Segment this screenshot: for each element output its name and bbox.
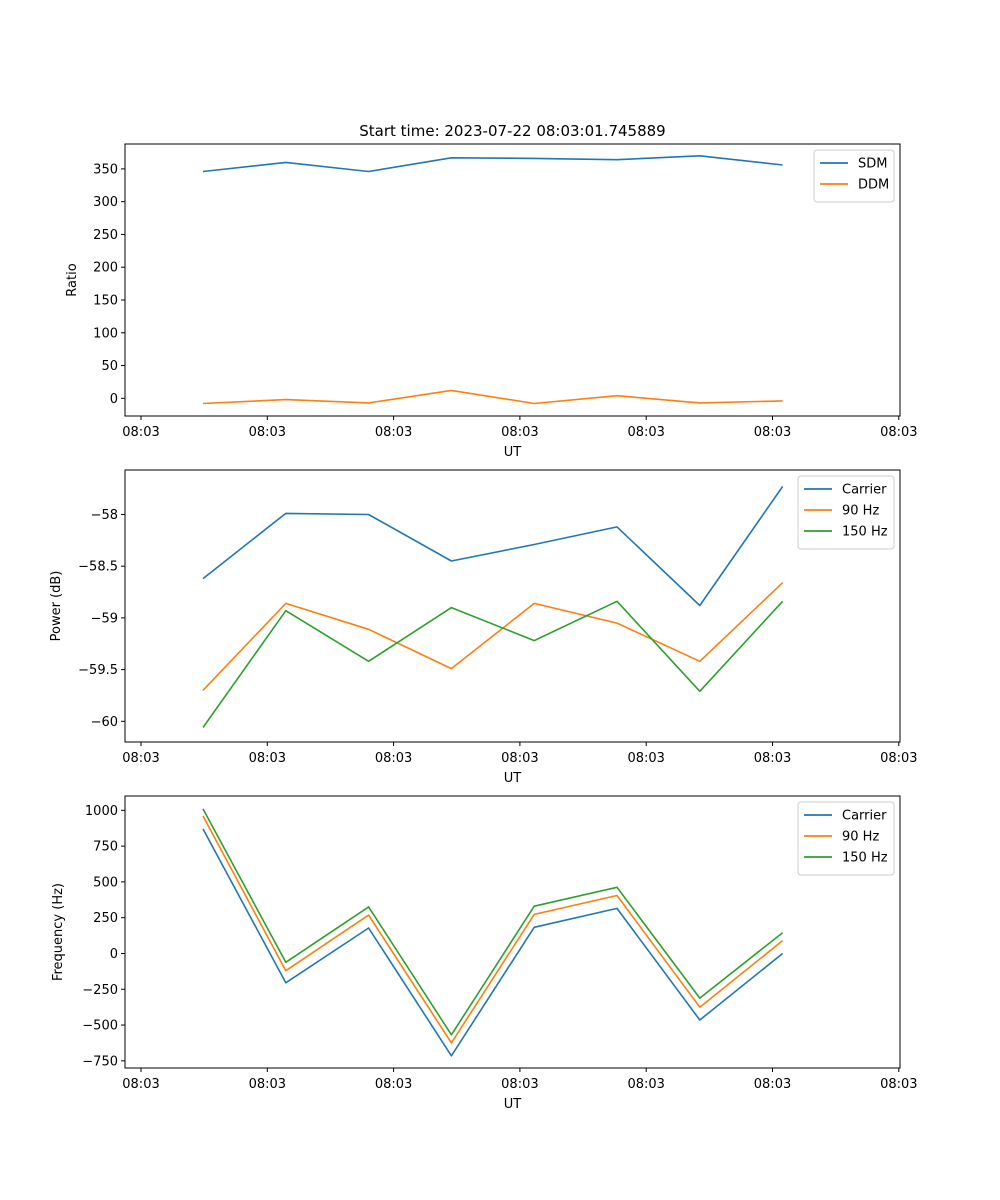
y-tick-label: 100: [93, 326, 118, 341]
legend-label: 90 Hz: [842, 830, 879, 845]
x-tick-label: 08:03: [122, 751, 159, 766]
x-axis-label: UT: [504, 771, 522, 786]
legend-label: DDM: [858, 178, 889, 193]
y-tick-label: 250: [93, 228, 118, 243]
x-tick-label: 08:03: [627, 751, 664, 766]
power-panel: −60 −59.5 −59 −58.5 −58 08:03 08:03 08:03 08:03…: [49, 469, 918, 786]
x-tick-label: 08:03: [880, 425, 917, 440]
y-tick-label: 0: [110, 392, 118, 407]
y-tick-label: 250: [93, 911, 118, 926]
y-tick-label: −750: [82, 1054, 118, 1069]
plot-area: [124, 143, 901, 417]
y-tick-label: 150: [93, 293, 118, 308]
series-line-sdm: [202, 155, 783, 173]
y-tick-label: −60: [91, 715, 118, 730]
y-tick-label: 350: [93, 162, 118, 177]
legend-label: 150 Hz: [842, 525, 888, 540]
y-axis: 0 50 100 150 200 250 300 350: [93, 162, 125, 407]
y-tick-label: −58.5: [78, 560, 118, 575]
x-tick-label: 08:03: [754, 425, 791, 440]
frequency-panel: −750 −500 −250 0 250 500 750 1000 08:03 08:03 08:…: [51, 795, 918, 1112]
x-tick-label: 08:03: [501, 751, 538, 766]
y-tick-label: −59: [91, 611, 118, 626]
x-tick-label: 08:03: [754, 751, 791, 766]
series-line-ddm: [202, 389, 783, 405]
x-tick-label: 08:03: [880, 1077, 917, 1092]
series-lines: [202, 155, 783, 405]
x-tick-label: 08:03: [627, 425, 664, 440]
y-tick-label: −500: [82, 1019, 118, 1034]
series-line-carrier: [202, 828, 784, 1057]
y-axis-label: Frequency (Hz): [51, 883, 66, 981]
y-axis-label: Power (dB): [49, 571, 64, 642]
x-tick-label: 08:03: [249, 425, 286, 440]
y-tick-label: −250: [82, 983, 118, 998]
legend: Carrier 90 Hz 150 Hz: [797, 475, 895, 550]
x-axis-label: UT: [504, 1097, 522, 1112]
legend-label: Carrier: [842, 809, 887, 824]
y-tick-label: 0: [110, 947, 118, 962]
x-tick-label: 08:03: [501, 1077, 538, 1092]
series-line-90-hz: [202, 815, 784, 1044]
plot-area: [124, 795, 901, 1069]
ratio-panel: Start time: 2023-07-22 08:03:01.745889 0…: [65, 122, 918, 460]
y-tick-label: 750: [93, 840, 118, 855]
legend-label: Carrier: [842, 483, 887, 498]
x-tick-label: 08:03: [249, 751, 286, 766]
y-axis: −750 −500 −250 0 250 500 750 1000: [82, 804, 125, 1069]
x-tick-label: 08:03: [375, 1077, 412, 1092]
series-lines: [202, 486, 784, 728]
series-lines: [202, 808, 784, 1057]
y-tick-label: −58: [91, 508, 118, 523]
legend-label: 90 Hz: [842, 504, 879, 519]
legend-label: 150 Hz: [842, 851, 888, 866]
x-tick-label: 08:03: [375, 425, 412, 440]
legend: Carrier 90 Hz 150 Hz: [797, 801, 895, 876]
y-tick-label: 50: [101, 359, 118, 374]
y-tick-label: −59.5: [78, 663, 118, 678]
x-tick-label: 08:03: [249, 1077, 286, 1092]
y-axis-label: Ratio: [65, 263, 80, 296]
y-tick-label: 300: [93, 195, 118, 210]
y-tick-label: 200: [93, 261, 118, 276]
x-tick-label: 08:03: [375, 751, 412, 766]
y-tick-label: 500: [93, 875, 118, 890]
x-tick-label: 08:03: [122, 1077, 159, 1092]
y-tick-label: 1000: [85, 804, 118, 819]
legend-label: SDM: [858, 157, 887, 172]
series-line-carrier: [202, 486, 784, 607]
x-axis-label: UT: [504, 445, 522, 460]
series-line-150-hz: [202, 600, 784, 728]
series-line-150-hz: [202, 808, 784, 1036]
chart-title: Start time: 2023-07-22 08:03:01.745889: [359, 122, 665, 140]
x-tick-label: 08:03: [880, 751, 917, 766]
y-axis: −60 −59.5 −59 −58.5 −58: [78, 508, 125, 730]
x-tick-label: 08:03: [501, 425, 538, 440]
x-tick-label: 08:03: [627, 1077, 664, 1092]
series-line-90-hz: [202, 582, 784, 691]
x-tick-label: 08:03: [754, 1077, 791, 1092]
plot-area: [124, 469, 901, 743]
x-tick-label: 08:03: [122, 425, 159, 440]
legend: SDM DDM: [813, 149, 895, 203]
